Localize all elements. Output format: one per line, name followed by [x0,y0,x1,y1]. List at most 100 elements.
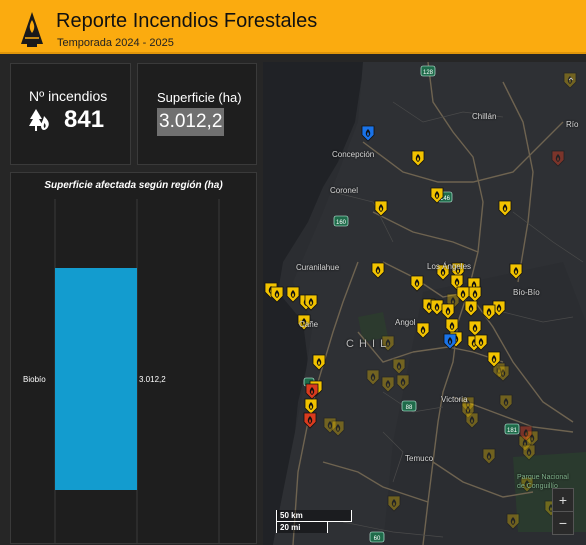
fire-marker-active[interactable] [436,264,450,281]
scale-km: 50 km [276,510,352,522]
page-title: Reporte Incendios Forestales [56,10,318,32]
label-angol: Angol [395,318,416,327]
chart-category-label: Biobío [23,375,46,384]
route-shield: 160 [333,215,349,227]
fire-marker-faded[interactable] [387,495,401,512]
chart-bar[interactable] [55,268,137,490]
svg-text:88: 88 [406,405,413,411]
zoom-in-button[interactable]: + [558,492,568,508]
fire-marker-active[interactable] [312,354,326,371]
fire-marker-faded[interactable] [522,444,536,461]
label-victoria: Victoria [441,395,468,404]
svg-text:128: 128 [423,70,434,76]
label-los-angeles: Los Ángeles [427,262,472,271]
fire-marker-active[interactable] [374,200,388,217]
fire-marker-active[interactable] [304,294,318,311]
fire-marker-active[interactable] [474,334,488,351]
route-shield: 128 [420,65,436,77]
region-area-chart: Superficie afectada según región (ha) Bi… [10,172,257,544]
fire-marker-faded[interactable] [518,435,532,452]
fire-agency-logo-icon [21,12,43,47]
fire-marker-faded[interactable] [461,396,475,413]
scale-mi: 20 mi [276,522,328,533]
fire-count-card: Nº incendios 841 [10,63,131,165]
label-country: C H I L [346,338,388,350]
fire-marker-faded[interactable] [482,448,496,465]
fire-marker-active[interactable] [498,200,512,217]
fire-marker-active[interactable] [416,322,430,339]
label-canete: Cañe [299,320,319,329]
fire-marker-faded[interactable] [506,513,520,530]
scale-bar: 50 km 20 mi [276,510,352,533]
fire-marker-active[interactable] [468,320,482,337]
fire-marker-active[interactable] [445,318,459,335]
fire-count-value: 841 [64,106,105,133]
label-rio: Río [566,120,579,129]
forest-fire-icon [29,109,49,131]
zoom-controls: + − [552,488,574,535]
label-coronel: Coronel [330,186,359,195]
label-chillan: Chillán [472,112,497,121]
chart-title: Superficie afectada según región (ha) [44,180,223,191]
burned-area-label: Superficie (ha) [157,90,242,105]
fire-marker-faded[interactable] [499,394,513,411]
label-parque-conguillio: Parque Nacional de Conguillío [517,474,569,490]
fire-marker-critical-faded[interactable] [551,150,565,167]
fire-marker-active[interactable] [411,150,425,167]
fire-marker-active[interactable] [441,303,455,320]
route-shield: 60 [369,531,385,543]
fire-marker-critical[interactable] [303,412,317,429]
fire-marker-active[interactable] [464,300,478,317]
burned-area-value: 3.012,2 [157,108,225,136]
fire-marker-controlled[interactable] [443,333,457,350]
fire-marker-active[interactable] [509,263,523,280]
fire-marker-active[interactable] [450,274,464,291]
fire-marker-faded[interactable] [381,376,395,393]
page-subtitle: Temporada 2024 - 2025 [57,37,174,49]
label-biobio: Bío-Bío [513,288,540,297]
fire-marker-active[interactable] [286,286,300,303]
chart-data-label: 3.012,2 [139,375,166,384]
header-bar: Reporte Incendios Forestales Temporada 2… [0,0,586,54]
fire-marker-controlled[interactable] [361,125,375,142]
fire-marker-faded[interactable] [366,369,380,386]
route-shield: 181 [504,423,520,435]
fire-marker-active[interactable] [297,314,311,331]
label-concepcion: Concepción [332,150,375,159]
map-canvas[interactable]: 128 146 160 88 181 60 [263,62,586,545]
zoom-out-button[interactable]: − [558,515,568,531]
route-shield: 88 [401,400,417,412]
fire-marker-active[interactable] [482,304,496,321]
fire-marker-active[interactable] [430,299,444,316]
fire-marker-critical[interactable] [305,383,319,400]
fire-marker-faded[interactable] [496,365,510,382]
fire-marker-faded[interactable] [520,476,534,493]
fire-marker-active[interactable] [304,398,318,415]
chevron-double-down-icon[interactable]: ⌃ [566,77,576,88]
fire-marker-faded[interactable] [392,358,406,375]
fire-marker-faded[interactable] [323,417,337,434]
fire-marker-faded[interactable] [525,430,539,447]
fire-marker-faded[interactable] [396,374,410,391]
fire-marker-active[interactable] [410,275,424,292]
svg-text:181: 181 [507,428,518,434]
fire-map[interactable]: 128 146 160 88 181 60 Concepción Chillán Coro… [263,62,586,545]
zoom-divider [553,511,573,512]
fire-marker-faded[interactable] [461,402,475,419]
fire-marker-active[interactable] [456,286,470,303]
fire-marker-faded[interactable] [465,412,479,429]
burned-area-card: Superficie (ha) 3.012,2 [137,63,257,165]
fire-marker-faded[interactable] [331,420,345,437]
fire-marker-faded[interactable] [563,72,577,89]
fire-marker-active[interactable] [371,262,385,279]
svg-text:60: 60 [374,536,381,542]
fire-marker-critical-faded[interactable] [519,425,533,442]
fire-marker-faded[interactable] [492,362,506,379]
fire-marker-faded[interactable] [381,335,395,352]
svg-text:146: 146 [440,196,451,202]
bar-chart: Biobío 3.012,2 [23,199,220,543]
fire-marker-active[interactable] [487,351,501,368]
fire-marker-active[interactable] [430,187,444,204]
fire-marker-active[interactable] [270,286,284,303]
